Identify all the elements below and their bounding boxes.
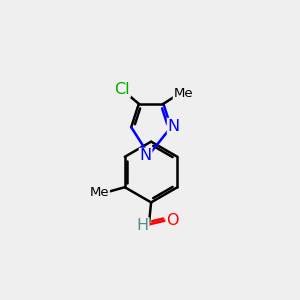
Text: N: N <box>140 148 152 164</box>
Text: O: O <box>166 212 179 227</box>
Text: H: H <box>137 218 149 233</box>
Text: Me: Me <box>173 87 193 101</box>
Text: Cl: Cl <box>115 82 130 97</box>
Text: N: N <box>168 118 180 134</box>
Text: Me: Me <box>90 186 109 199</box>
